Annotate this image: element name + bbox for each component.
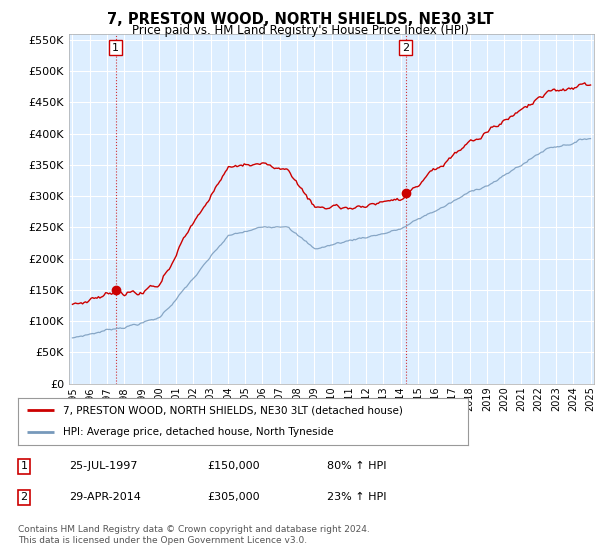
Text: £150,000: £150,000	[207, 461, 260, 472]
Text: HPI: Average price, detached house, North Tyneside: HPI: Average price, detached house, Nort…	[63, 427, 334, 437]
Text: 2: 2	[20, 492, 28, 502]
Text: 1: 1	[112, 43, 119, 53]
Text: 29-APR-2014: 29-APR-2014	[69, 492, 141, 502]
Text: 1: 1	[20, 461, 28, 472]
Text: Price paid vs. HM Land Registry's House Price Index (HPI): Price paid vs. HM Land Registry's House …	[131, 24, 469, 37]
Text: 2: 2	[402, 43, 409, 53]
Text: 7, PRESTON WOOD, NORTH SHIELDS, NE30 3LT: 7, PRESTON WOOD, NORTH SHIELDS, NE30 3LT	[107, 12, 493, 27]
Text: 7, PRESTON WOOD, NORTH SHIELDS, NE30 3LT (detached house): 7, PRESTON WOOD, NORTH SHIELDS, NE30 3LT…	[63, 405, 403, 416]
Text: 23% ↑ HPI: 23% ↑ HPI	[327, 492, 386, 502]
Text: 25-JUL-1997: 25-JUL-1997	[69, 461, 137, 472]
Text: Contains HM Land Registry data © Crown copyright and database right 2024.
This d: Contains HM Land Registry data © Crown c…	[18, 525, 370, 545]
Text: £305,000: £305,000	[207, 492, 260, 502]
Text: 80% ↑ HPI: 80% ↑ HPI	[327, 461, 386, 472]
